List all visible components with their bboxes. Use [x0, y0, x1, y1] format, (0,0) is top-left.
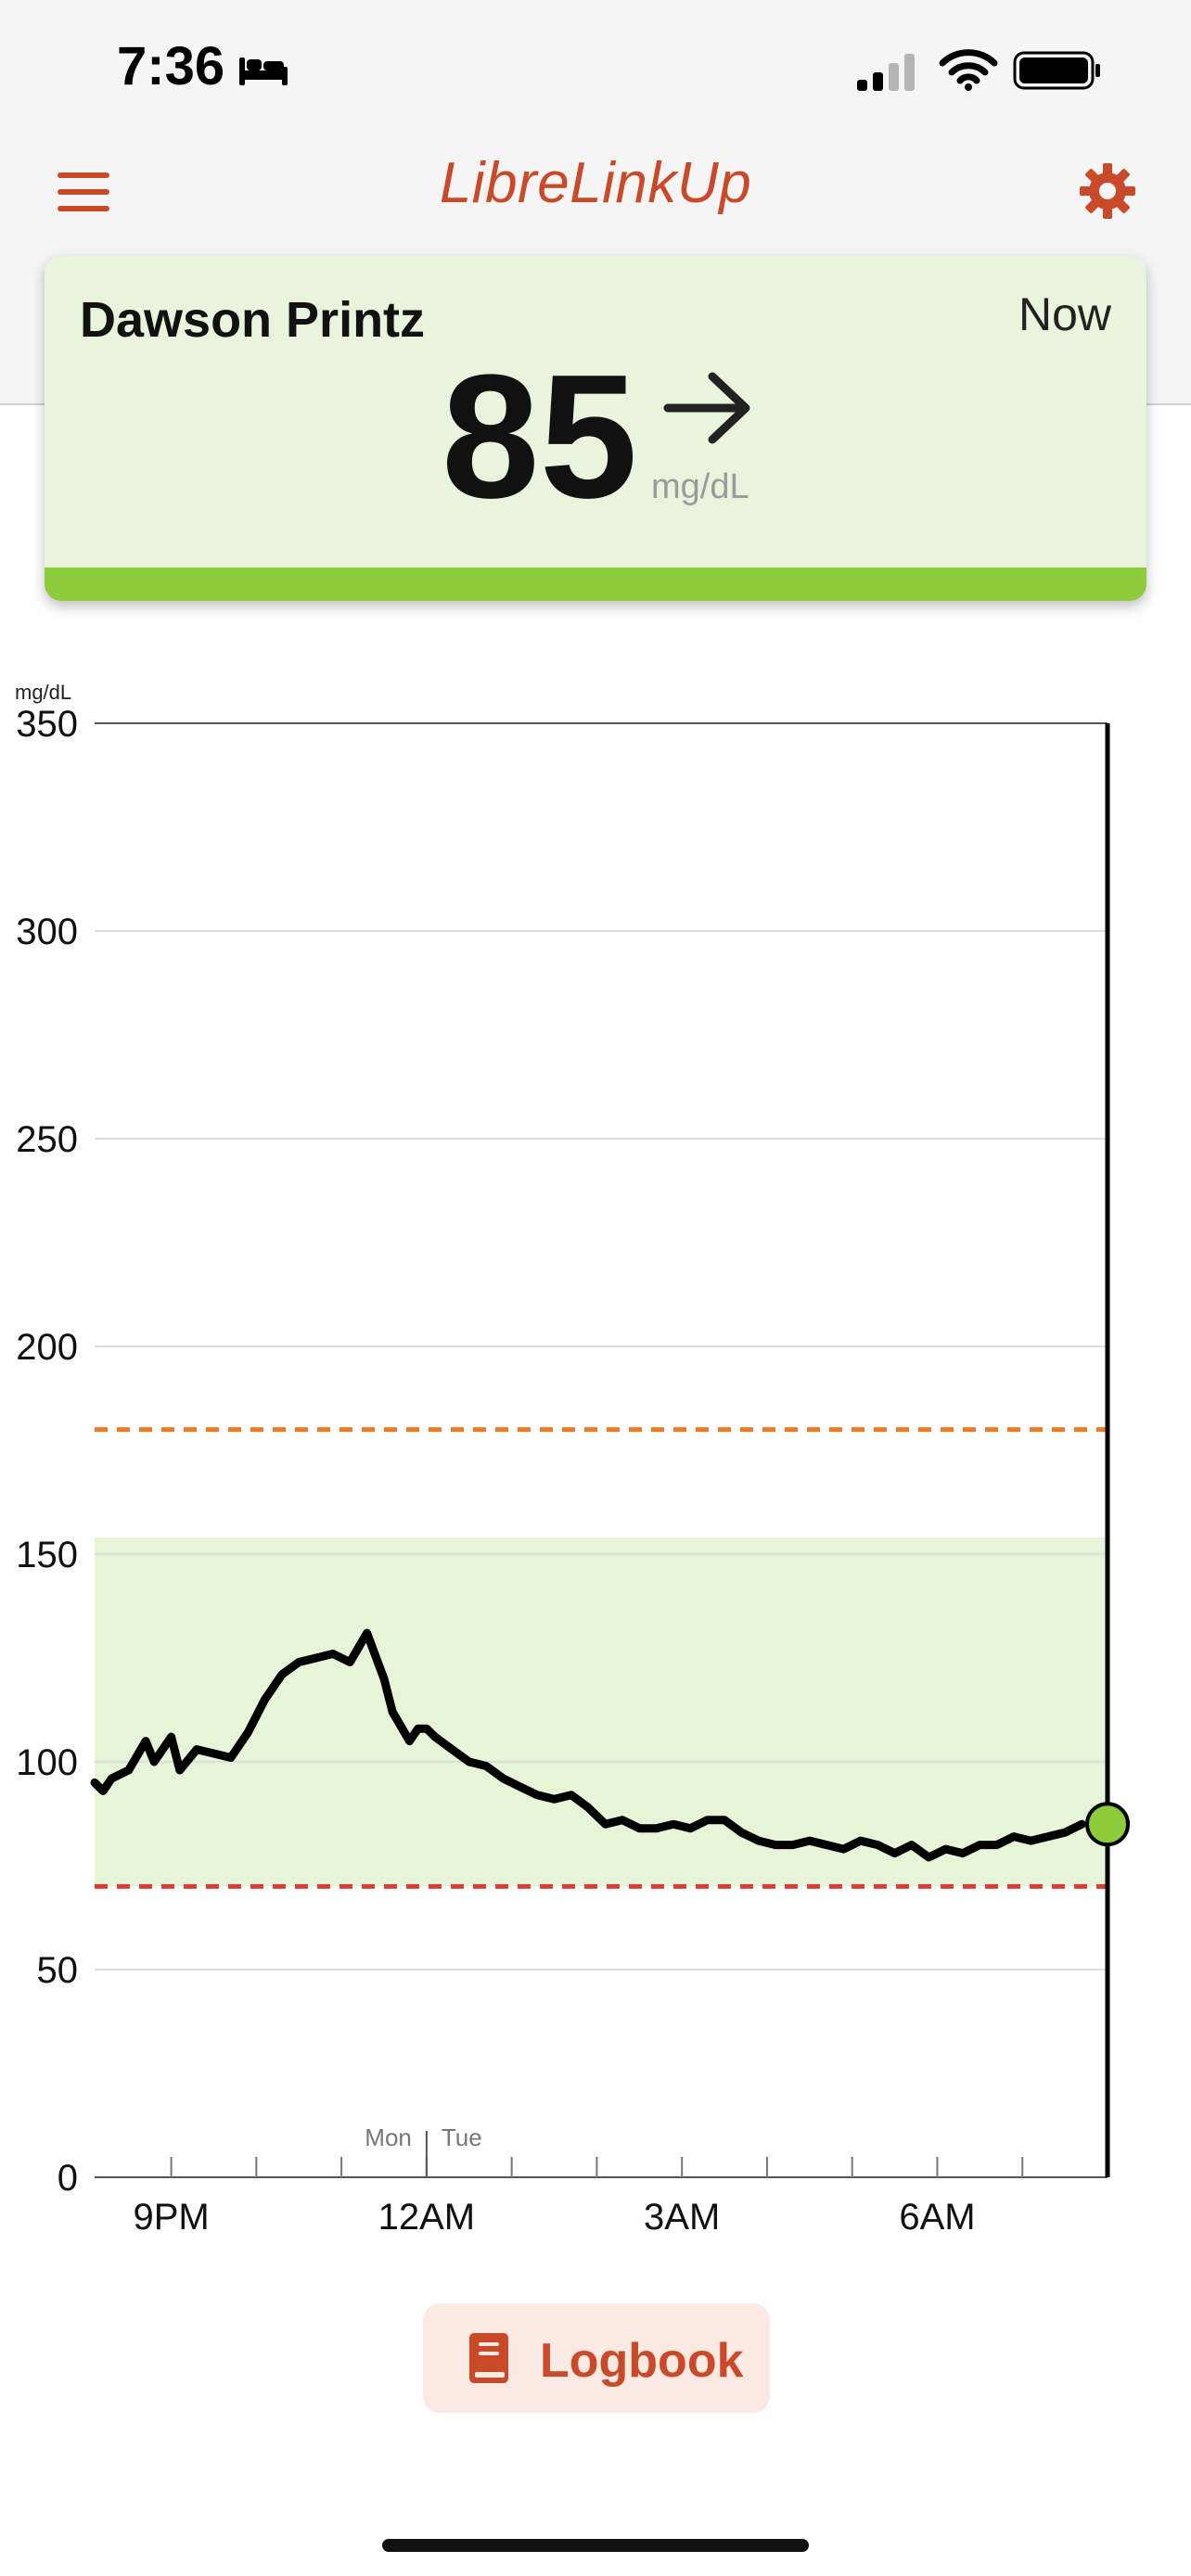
glucose-series-line: [90, 1628, 1086, 1862]
y-tick-label: 50: [37, 1950, 79, 1991]
y-axis-unit: mg/dL: [15, 681, 71, 704]
logbook-book-icon: [469, 2333, 508, 2383]
x-tick-label: 6AM: [899, 2197, 975, 2238]
status-time: 7:36: [117, 36, 225, 96]
y-tick-label: 350: [16, 704, 78, 745]
logbook-button[interactable]: Logbook: [423, 2303, 770, 2413]
status-color-bar: [45, 567, 1146, 601]
wifi-icon: [939, 49, 998, 91]
glucose-value: 85: [442, 338, 638, 535]
x-tick-label: 3AM: [644, 2197, 720, 2238]
y-tick-label: 0: [58, 2158, 78, 2199]
y-tick-label: 250: [16, 1119, 78, 1160]
patient-name: Dawson Printz: [80, 292, 426, 348]
x-tick-label: 9PM: [133, 2197, 209, 2238]
logbook-label: Logbook: [540, 2334, 744, 2388]
sleep-mode-icon: [239, 57, 288, 85]
menu-icon[interactable]: [56, 171, 111, 213]
glucose-reading-card[interactable]: Dawson Printz Now 85 mg/dL: [45, 256, 1146, 601]
glucose-unit: mg/dL: [651, 467, 749, 506]
y-tick-label: 300: [16, 912, 78, 952]
cellular-signal-icon: [857, 54, 915, 91]
y-tick-label: 200: [16, 1327, 78, 1368]
reading-timestamp: Now: [1018, 288, 1111, 340]
day-label-left: Mon: [365, 2123, 412, 2151]
y-tick-label: 150: [16, 1535, 78, 1575]
trend-arrow-right-icon: [663, 372, 750, 444]
home-indicator: [382, 2539, 809, 2552]
battery-icon: [1013, 51, 1100, 90]
x-tick-label: 12AM: [378, 2197, 476, 2238]
target-range-band: [95, 1537, 1108, 1887]
y-tick-label: 100: [16, 1742, 78, 1783]
day-label-right: Tue: [442, 2123, 482, 2151]
settings-gear-icon[interactable]: [1078, 161, 1137, 221]
app-title: LibreLinkUp: [439, 151, 752, 215]
current-reading-point: [1085, 1802, 1130, 1847]
